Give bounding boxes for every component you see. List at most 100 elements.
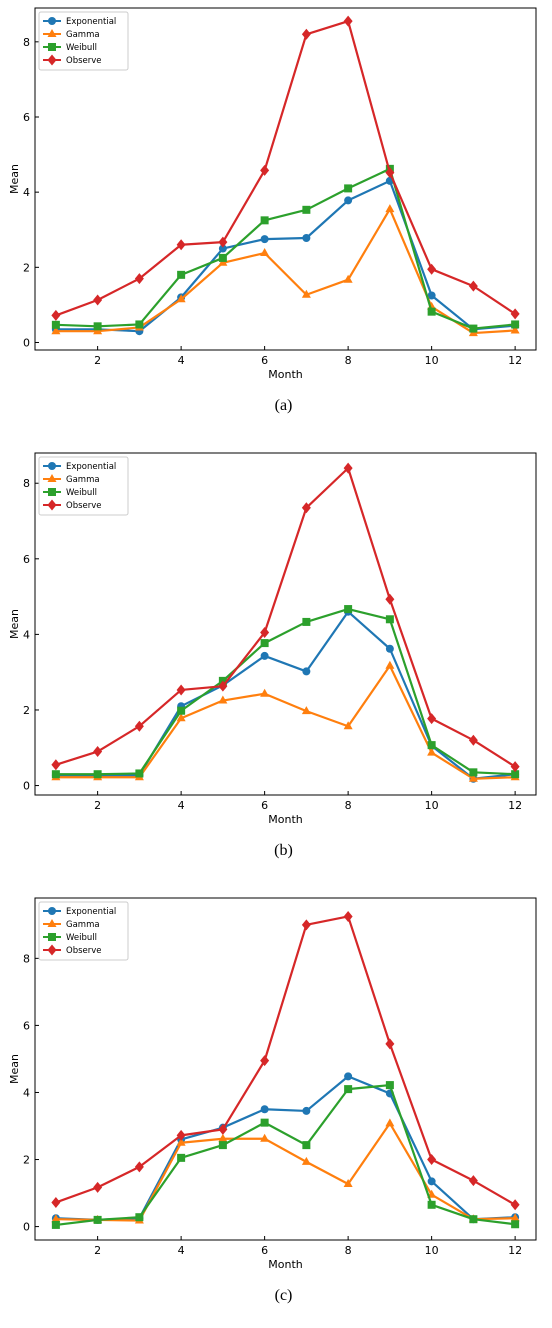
data-point-gamma (385, 660, 395, 669)
data-point-observe (301, 502, 311, 514)
data-point-gamma (343, 721, 353, 730)
legend-marker-weibull (48, 43, 56, 51)
data-point-weibull (344, 1085, 353, 1094)
legend-label-exponential: Exponential (66, 17, 116, 27)
x-tick-label: 10 (425, 799, 439, 812)
data-point-observe (51, 309, 61, 321)
plot-frame (34, 7, 537, 351)
legend-marker-gamma (47, 919, 57, 927)
data-point-weibull (93, 322, 102, 331)
series-line-weibull (55, 167, 516, 330)
data-point-observe (134, 720, 144, 732)
data-point-weibull (511, 320, 520, 329)
x-tick-label: 10 (425, 1244, 439, 1257)
data-point-observe (427, 263, 437, 275)
data-point-weibull (93, 770, 102, 779)
data-point-gamma (385, 1118, 395, 1127)
data-point-weibull (469, 768, 478, 777)
data-point-observe (468, 280, 478, 292)
data-point-observe (176, 239, 186, 251)
data-point-weibull (469, 324, 478, 333)
legend-label-gamma: Gamma (66, 920, 100, 930)
data-point-observe (134, 1161, 144, 1173)
data-point-weibull (177, 270, 186, 279)
data-point-observe (468, 1175, 478, 1187)
legend-label-exponential: Exponential (66, 462, 116, 472)
x-tick-label: 6 (261, 354, 268, 367)
data-point-observe (510, 308, 520, 320)
series-line-exponential (55, 610, 516, 780)
data-point-observe (301, 919, 311, 931)
y-axis-label: Mean (8, 1054, 21, 1084)
data-point-weibull (135, 769, 144, 778)
data-point-weibull (511, 770, 520, 779)
legend-label-observe: Observe (66, 56, 102, 66)
data-point-gamma (301, 289, 311, 298)
y-tick-label: 0 (23, 1221, 30, 1234)
y-tick-label: 4 (23, 1086, 30, 1099)
data-point-exponential (427, 291, 436, 300)
data-point-exponential (302, 667, 311, 676)
x-axis-label: Month (268, 1258, 303, 1271)
data-point-observe (176, 684, 186, 696)
x-tick-label: 6 (261, 1244, 268, 1257)
caption-a: (a) (275, 397, 293, 414)
chart-panel-b: 2 4 6 8 10 12 0 2 4 6 8 Month Mean Exponential Gamma We… (0, 445, 552, 883)
legend: Exponential Gamma Weibull Observe (38, 11, 129, 71)
data-point-observe (343, 15, 353, 27)
data-point-weibull (344, 184, 353, 193)
data-point-observe (218, 236, 228, 248)
legend-label-observe: Observe (66, 946, 102, 956)
data-point-gamma (427, 747, 437, 756)
data-point-weibull (260, 216, 269, 225)
data-point-observe (510, 761, 520, 773)
data-point-observe (260, 164, 270, 176)
data-point-observe (385, 167, 395, 179)
series-line-exponential (55, 1075, 516, 1221)
x-tick-label: 2 (94, 354, 101, 367)
legend-marker-observe (47, 499, 57, 511)
data-point-observe (93, 746, 103, 758)
legend-label-observe: Observe (66, 501, 102, 511)
legend-marker-gamma (47, 29, 57, 37)
data-point-weibull (218, 1141, 227, 1150)
data-point-weibull (260, 1118, 269, 1127)
data-point-weibull (218, 253, 227, 262)
series-line-gamma (55, 1122, 516, 1222)
y-tick-label: 4 (23, 186, 30, 199)
legend-label-exponential: Exponential (66, 907, 116, 917)
data-point-weibull (135, 1213, 144, 1222)
y-tick-label: 0 (23, 336, 30, 349)
x-tick-label: 10 (425, 354, 439, 367)
data-point-observe (93, 294, 103, 306)
data-point-gamma (260, 248, 270, 257)
series-line-gamma (55, 207, 516, 335)
legend-marker-gamma (47, 474, 57, 482)
data-point-weibull (260, 639, 269, 648)
legend-label-weibull: Weibull (66, 488, 97, 498)
y-axis-label: Mean (8, 164, 21, 194)
data-point-gamma (176, 713, 186, 722)
data-point-gamma (260, 688, 270, 697)
data-point-gamma (218, 1133, 228, 1142)
legend-label-gamma: Gamma (66, 30, 100, 40)
x-tick-label: 8 (345, 799, 352, 812)
data-point-observe (427, 1154, 437, 1166)
y-tick-label: 4 (23, 628, 30, 641)
y-tick-label: 6 (23, 553, 30, 566)
x-tick-label: 4 (178, 799, 185, 812)
data-point-observe (260, 627, 270, 639)
data-point-observe (427, 713, 437, 725)
y-tick-label: 2 (23, 261, 30, 274)
data-point-weibull (385, 615, 394, 624)
data-point-gamma (385, 204, 395, 213)
data-point-weibull (302, 205, 311, 214)
data-point-weibull (51, 320, 60, 329)
data-point-gamma (510, 325, 520, 334)
data-point-observe (51, 759, 61, 771)
plot-frame (34, 452, 537, 796)
data-point-exponential (260, 651, 269, 660)
data-point-exponential (260, 1105, 269, 1114)
data-point-weibull (177, 1153, 186, 1162)
data-point-weibull (93, 1215, 102, 1224)
